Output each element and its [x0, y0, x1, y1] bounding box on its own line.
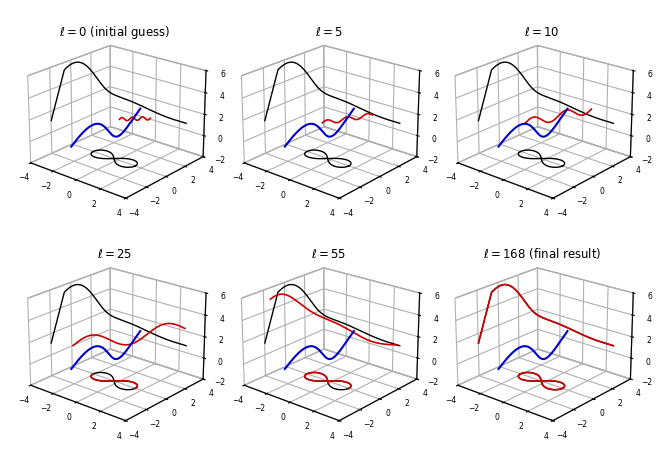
Title: $\ell =5$: $\ell =5$	[315, 26, 342, 39]
Title: $\ell =25$: $\ell =25$	[97, 248, 133, 261]
Title: $\ell =168$ (final result): $\ell =168$ (final result)	[483, 246, 601, 261]
Title: $\ell =0$ (initial guess): $\ell =0$ (initial guess)	[59, 24, 171, 41]
Title: $\ell =55$: $\ell =55$	[311, 248, 346, 261]
Title: $\ell =10$: $\ell =10$	[524, 26, 560, 39]
